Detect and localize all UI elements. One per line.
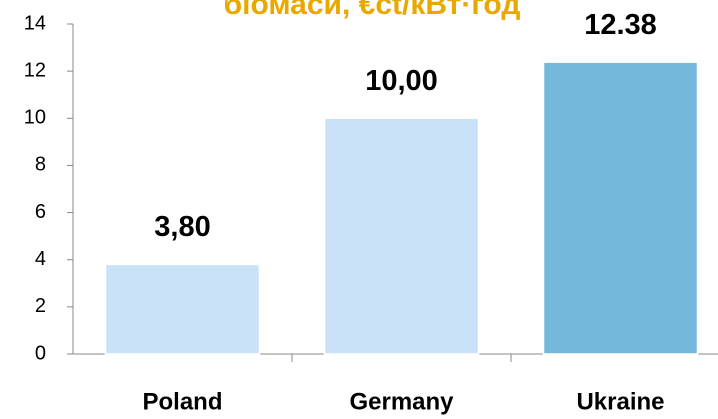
y-tick-label: 8 — [35, 154, 46, 176]
bar — [104, 263, 261, 355]
y-tick-label: 4 — [35, 248, 46, 270]
bar — [323, 117, 480, 355]
value-label: 12.38 — [584, 9, 657, 41]
y-tick-label: 0 — [35, 342, 46, 364]
y-tick-label: 14 — [24, 12, 46, 34]
value-label: 3,80 — [154, 211, 210, 243]
y-tick-label: 6 — [35, 201, 46, 223]
bar — [542, 61, 699, 355]
x-tick-label: Poland — [142, 388, 222, 415]
y-tick-label: 12 — [24, 59, 46, 81]
x-tick-label: Ukraine — [576, 388, 664, 415]
x-tick-label: Germany — [349, 388, 454, 415]
value-label: 10,00 — [365, 65, 438, 97]
y-tick-label: 2 — [35, 295, 46, 317]
y-tick-label: 10 — [24, 107, 46, 129]
chart-title: біомаси, €ct/кВт·год — [224, 0, 521, 21]
